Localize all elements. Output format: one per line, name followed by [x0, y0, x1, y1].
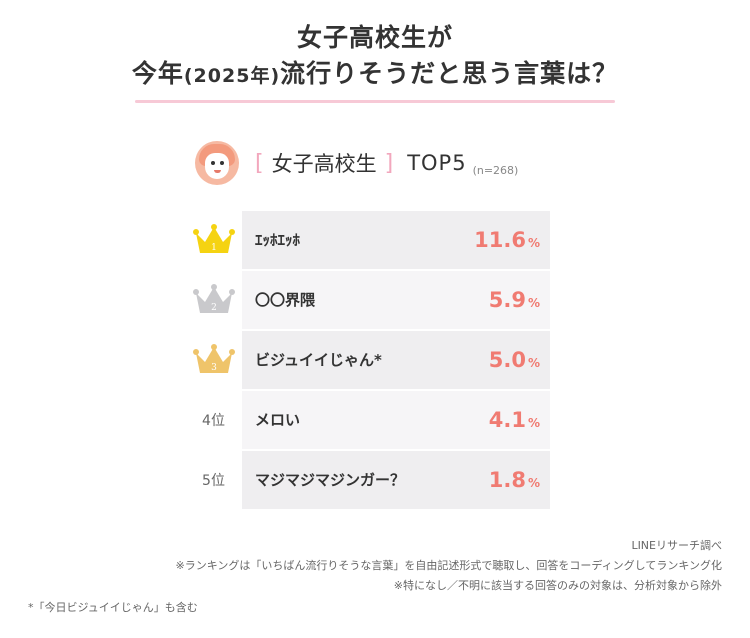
- word-cell: マジマジマジンガー？ 1.8%: [242, 451, 550, 509]
- rank-number: 3: [211, 363, 217, 373]
- rank-5-cell: 5位: [185, 451, 242, 509]
- title-line-2-post: 流行りそうだと思う言葉は？: [280, 59, 619, 88]
- table-row: 5位 マジマジマジンガー？ 1.8%: [185, 451, 550, 509]
- percent-value: 4.1%: [489, 391, 540, 452]
- table-row: 3 ビジュイイじゃん* 5.0%: [185, 331, 550, 389]
- schoolgirl-avatar-icon: [195, 141, 239, 185]
- word-cell: ｴｯﾎｴｯﾎ 11.6%: [242, 211, 550, 269]
- chart-title: 女子高校生が 今年(2025年)流行りそうだと思う言葉は？: [0, 20, 750, 94]
- percent-value: 5.0%: [489, 331, 540, 392]
- rank-2-cell: 2: [185, 271, 242, 329]
- rank-number: 2: [211, 303, 217, 313]
- segment-header: [ 女子高校生 ] TOP5 (n=268): [195, 141, 519, 185]
- table-row: 2 〇〇界隈 5.9%: [185, 271, 550, 329]
- percent-unit: %: [527, 476, 540, 490]
- bracket-close: ]: [384, 150, 394, 176]
- title-line-2: 今年(2025年)流行りそうだと思う言葉は？: [0, 56, 750, 94]
- word-cell: 〇〇界隈 5.9%: [242, 271, 550, 329]
- percent-unit: %: [527, 236, 540, 250]
- percent-number: 1.8: [488, 468, 526, 492]
- bracket-open: [: [255, 150, 264, 176]
- percent-number: 5.0: [488, 348, 526, 372]
- source-note: LINEリサーチ調べ: [631, 539, 722, 552]
- word-cell: メロい 4.1%: [242, 391, 550, 449]
- word-label: ｴｯﾎｴｯﾎ: [255, 231, 301, 249]
- sample-size: (n=268): [472, 164, 519, 177]
- word-cell: ビジュイイじゃん* 5.0%: [242, 331, 550, 389]
- rank-label: 5位: [202, 473, 225, 489]
- table-row: 1 ｴｯﾎｴｯﾎ 11.6%: [185, 211, 550, 269]
- rank-number: 1: [211, 243, 217, 253]
- title-underline: [135, 100, 615, 103]
- title-line-2-year: (2025年): [183, 65, 281, 87]
- footnote: *「今日ビジュイイじゃん」も含む: [28, 601, 198, 614]
- percent-number: 5.9: [488, 288, 526, 312]
- percent-number: 11.6: [474, 228, 526, 252]
- word-label: メロい: [255, 411, 301, 429]
- rank-3-cell: 3: [185, 331, 242, 389]
- gold-crown-icon: 1: [192, 224, 235, 253]
- percent-value: 1.8%: [489, 451, 540, 512]
- top5-label: TOP5: [407, 151, 467, 175]
- rank-4-cell: 4位: [185, 391, 242, 449]
- title-line-2-pre: 今年: [131, 59, 184, 88]
- exclusion-note: ※特になし／不明に該当する回答のみの対象は、分析対象から除外: [393, 579, 722, 592]
- rank-1-cell: 1: [185, 211, 242, 269]
- word-label: ビジュイイじゃん*: [255, 351, 382, 369]
- silver-crown-icon: 2: [192, 284, 235, 313]
- percent-value: 11.6%: [474, 211, 540, 272]
- title-line-1: 女子高校生が: [296, 23, 453, 52]
- percent-number: 4.1: [488, 408, 526, 432]
- word-label: マジマジマジンガー？: [255, 471, 406, 489]
- percent-value: 5.9%: [489, 271, 540, 332]
- bronze-crown-icon: 3: [192, 344, 235, 373]
- rank-label: 4位: [202, 413, 225, 429]
- table-row: 4位 メロい 4.1%: [185, 391, 550, 449]
- percent-unit: %: [527, 356, 540, 370]
- segment-label: 女子高校生: [271, 152, 377, 176]
- methodology-note: ※ランキングは「いちばん流行りそうな言葉」を自由記述形式で聴取し、回答をコーディ…: [175, 559, 722, 572]
- percent-unit: %: [527, 296, 540, 310]
- percent-unit: %: [527, 416, 540, 430]
- word-label: 〇〇界隈: [255, 291, 316, 309]
